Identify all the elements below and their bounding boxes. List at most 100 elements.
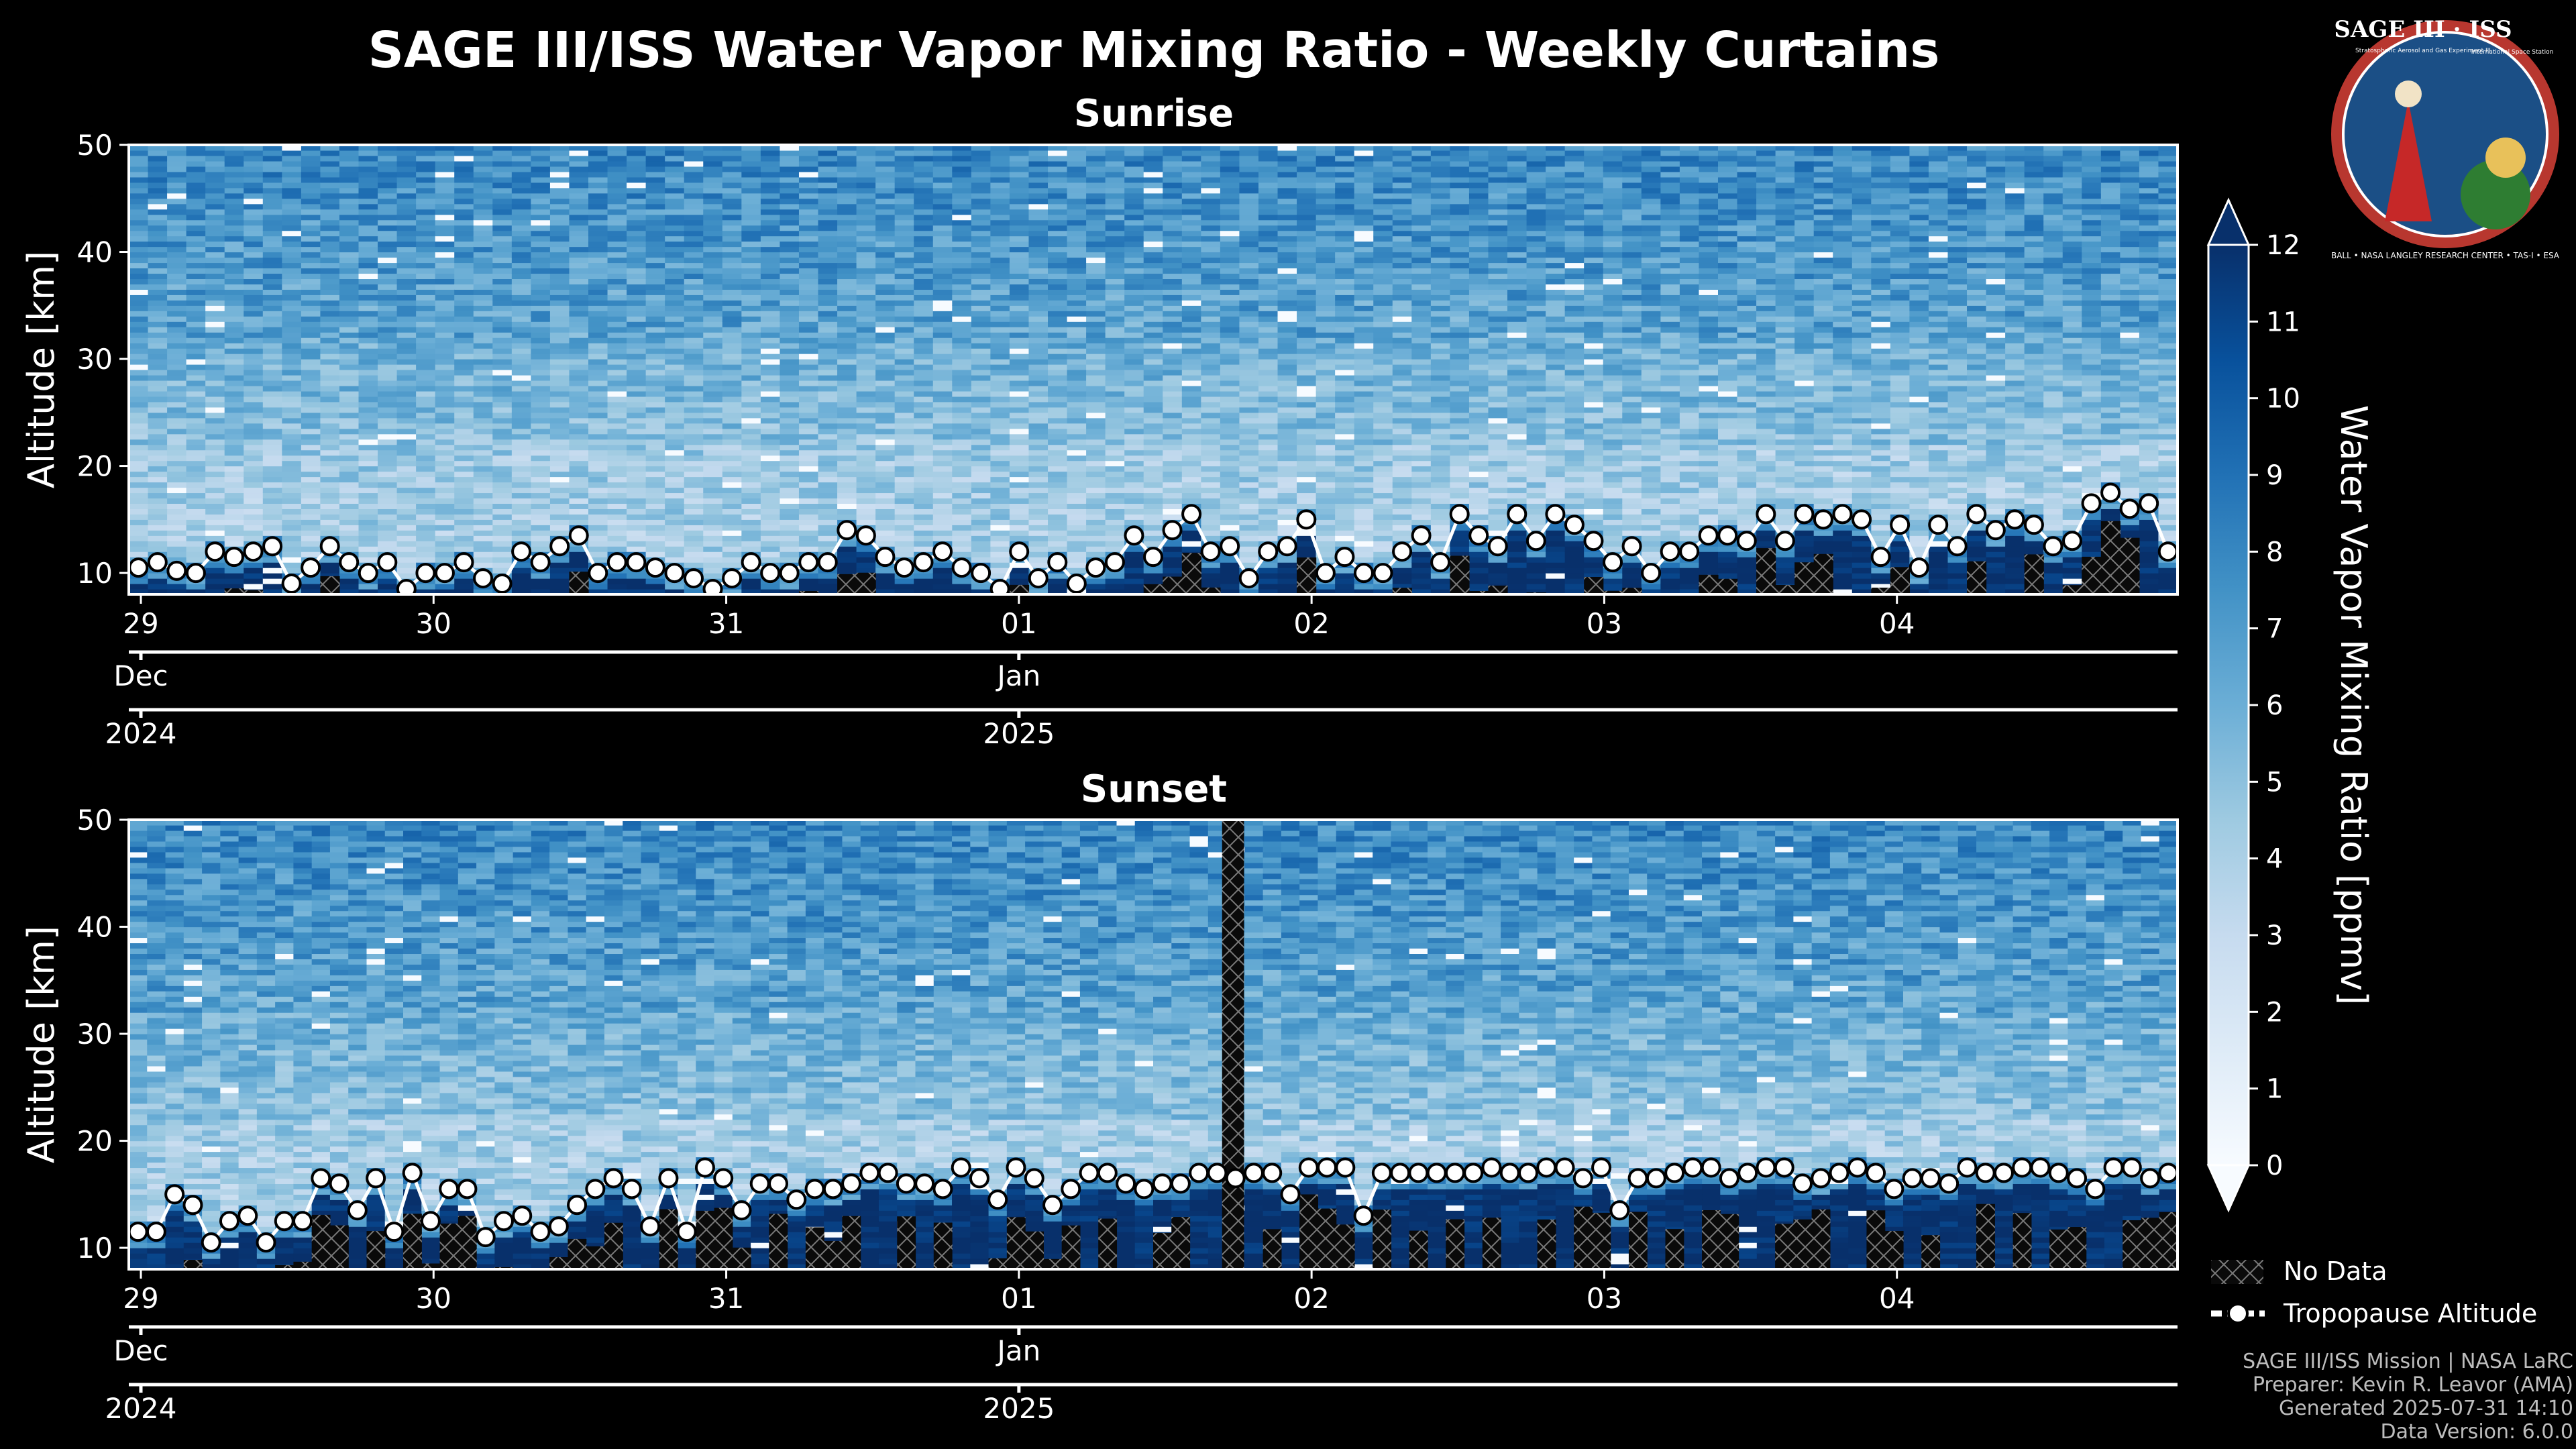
heatmap-cell xyxy=(1143,225,1163,231)
heatmap-cell xyxy=(435,390,455,397)
heatmap-cell xyxy=(320,370,340,376)
heatmap-cell xyxy=(837,246,857,253)
heatmap-cell xyxy=(1220,460,1240,467)
heatmap-cell xyxy=(722,219,742,226)
heatmap-cell xyxy=(1143,166,1163,172)
heatmap-cell xyxy=(856,294,876,301)
heatmap-cell xyxy=(492,359,513,365)
heatmap-cell xyxy=(760,557,781,563)
heatmap-cell xyxy=(645,444,665,451)
heatmap-cell xyxy=(1067,284,1087,290)
heatmap-cell xyxy=(205,182,225,189)
heatmap-cell xyxy=(358,219,378,226)
heatmap-cell xyxy=(1181,396,1201,402)
heatmap-cell xyxy=(607,327,627,333)
heatmap-cell xyxy=(780,519,800,525)
heatmap-cell xyxy=(875,503,896,509)
heatmap-cell xyxy=(167,203,187,210)
heatmap-cell xyxy=(1105,466,1125,472)
heatmap-cell xyxy=(492,390,513,397)
heatmap-cell xyxy=(301,541,321,547)
heatmap-cell xyxy=(1086,209,1106,215)
heatmap-cell xyxy=(665,203,685,210)
heatmap-cell xyxy=(627,252,647,258)
heatmap-cell xyxy=(607,525,627,531)
heatmap-cell xyxy=(1067,471,1087,478)
heatmap-cell xyxy=(1105,423,1125,429)
heatmap-cell xyxy=(856,503,876,509)
heatmap-cell xyxy=(531,155,551,162)
heatmap-cell xyxy=(1201,568,1221,574)
heatmap-cell xyxy=(1086,428,1106,435)
heatmap-cell xyxy=(511,337,531,343)
heatmap-cell xyxy=(1028,171,1049,178)
heatmap-cell xyxy=(990,573,1010,579)
heatmap-cell xyxy=(454,171,474,178)
heatmap-cell xyxy=(511,428,531,435)
heatmap-cell xyxy=(1220,503,1240,509)
heatmap-cell xyxy=(454,433,474,440)
heatmap-cell xyxy=(588,412,608,419)
heatmap-cell xyxy=(339,294,360,301)
heatmap-cell xyxy=(1201,412,1221,419)
heatmap-cell xyxy=(645,401,665,408)
heatmap-cell xyxy=(607,546,627,552)
heatmap-cell xyxy=(1181,230,1201,237)
heatmap-cell xyxy=(818,145,838,151)
heatmap-cell xyxy=(301,230,321,237)
heatmap-cell xyxy=(684,343,704,349)
heatmap-cell xyxy=(1105,198,1125,205)
heatmap-cell xyxy=(224,176,244,183)
heatmap-cell xyxy=(627,573,647,579)
heatmap-cell xyxy=(952,230,972,237)
heatmap-cell xyxy=(531,230,551,237)
heatmap-cell xyxy=(760,332,781,338)
heatmap-cell xyxy=(1028,390,1049,397)
heatmap-cell xyxy=(1258,466,1279,472)
heatmap-cell xyxy=(627,155,647,162)
heatmap-cell xyxy=(914,439,934,445)
heatmap-cell xyxy=(148,193,168,199)
heatmap-cell xyxy=(1220,407,1240,413)
heatmap-cell xyxy=(1048,584,1068,590)
heatmap-cell xyxy=(684,182,704,189)
heatmap-cell xyxy=(301,219,321,226)
heatmap-cell xyxy=(1009,193,1030,199)
heatmap-cell xyxy=(1009,348,1030,354)
heatmap-cell xyxy=(244,160,264,167)
heatmap-cell xyxy=(320,182,340,189)
heatmap-cell xyxy=(818,225,838,231)
heatmap-cell xyxy=(1105,525,1125,531)
heatmap-cell xyxy=(990,176,1010,183)
heatmap-cell xyxy=(435,225,455,231)
heatmap-cell xyxy=(1067,311,1087,317)
heatmap-cell xyxy=(301,182,321,189)
heatmap-cell xyxy=(1028,359,1049,365)
heatmap-cell xyxy=(1239,466,1259,472)
heatmap-cell xyxy=(1201,498,1221,504)
heatmap-cell xyxy=(627,385,647,392)
heatmap-cell xyxy=(167,219,187,226)
heatmap-cell xyxy=(1143,182,1163,189)
heatmap-cell xyxy=(1067,370,1087,376)
heatmap-cell xyxy=(932,278,953,284)
heatmap-cell xyxy=(1258,562,1279,568)
heatmap-cell xyxy=(607,407,627,413)
heatmap-cell xyxy=(971,305,991,311)
heatmap-cell xyxy=(549,171,570,178)
heatmap-cell xyxy=(492,316,513,322)
heatmap-cell xyxy=(1239,354,1259,360)
heatmap-cell xyxy=(607,503,627,509)
heatmap-cell xyxy=(148,300,168,306)
heatmap-cell xyxy=(818,476,838,483)
heatmap-cell xyxy=(473,471,493,478)
heatmap-cell xyxy=(531,214,551,221)
heatmap-cell xyxy=(588,498,608,504)
heatmap-cell xyxy=(262,482,282,488)
heatmap-cell xyxy=(339,589,360,594)
heatmap-cell xyxy=(454,359,474,365)
heatmap-cell xyxy=(703,252,723,258)
heatmap-cell xyxy=(1124,262,1144,269)
heatmap-cell xyxy=(1048,401,1068,408)
heatmap-cell xyxy=(914,584,934,590)
